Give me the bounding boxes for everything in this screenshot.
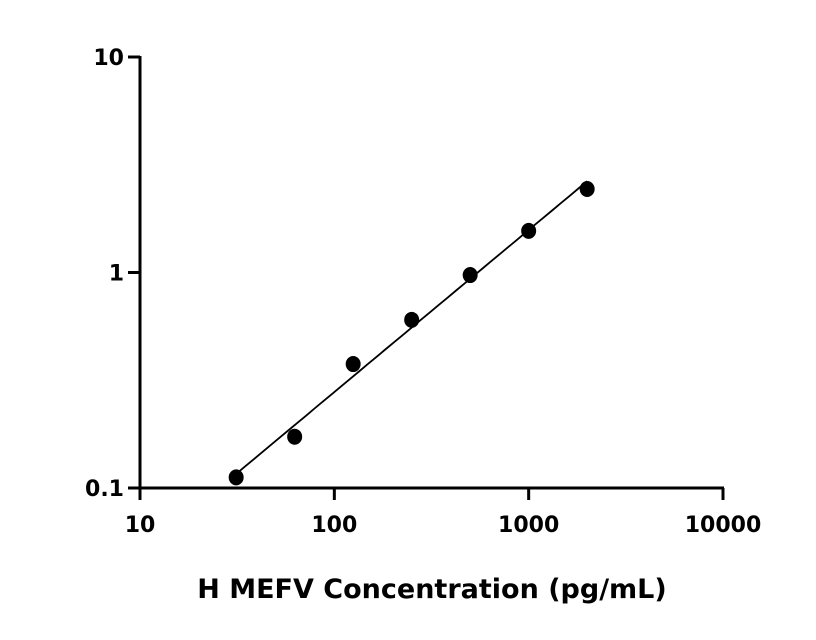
- y-tick-label: 1: [109, 262, 124, 287]
- x-tick-label: 100: [311, 513, 357, 538]
- y-tick-label: 10: [93, 46, 124, 71]
- x-tick-label: 1000: [498, 513, 559, 538]
- data-point: [404, 311, 420, 328]
- data-point: [521, 222, 537, 239]
- x-tick-label: 10000: [685, 513, 762, 538]
- axes: 10 100 1000 10000 0.1 1 10: [85, 46, 761, 538]
- data-point: [287, 428, 303, 445]
- x-tick-label: 10: [125, 513, 156, 538]
- data-point: [579, 181, 595, 198]
- marks: [228, 180, 595, 486]
- data-point: [462, 267, 478, 284]
- data-point: [228, 469, 244, 486]
- y-tick-label: 0.1: [85, 477, 124, 502]
- data-point: [345, 356, 361, 373]
- x-axis-label: H MEFV Concentration (pg/mL): [197, 574, 666, 605]
